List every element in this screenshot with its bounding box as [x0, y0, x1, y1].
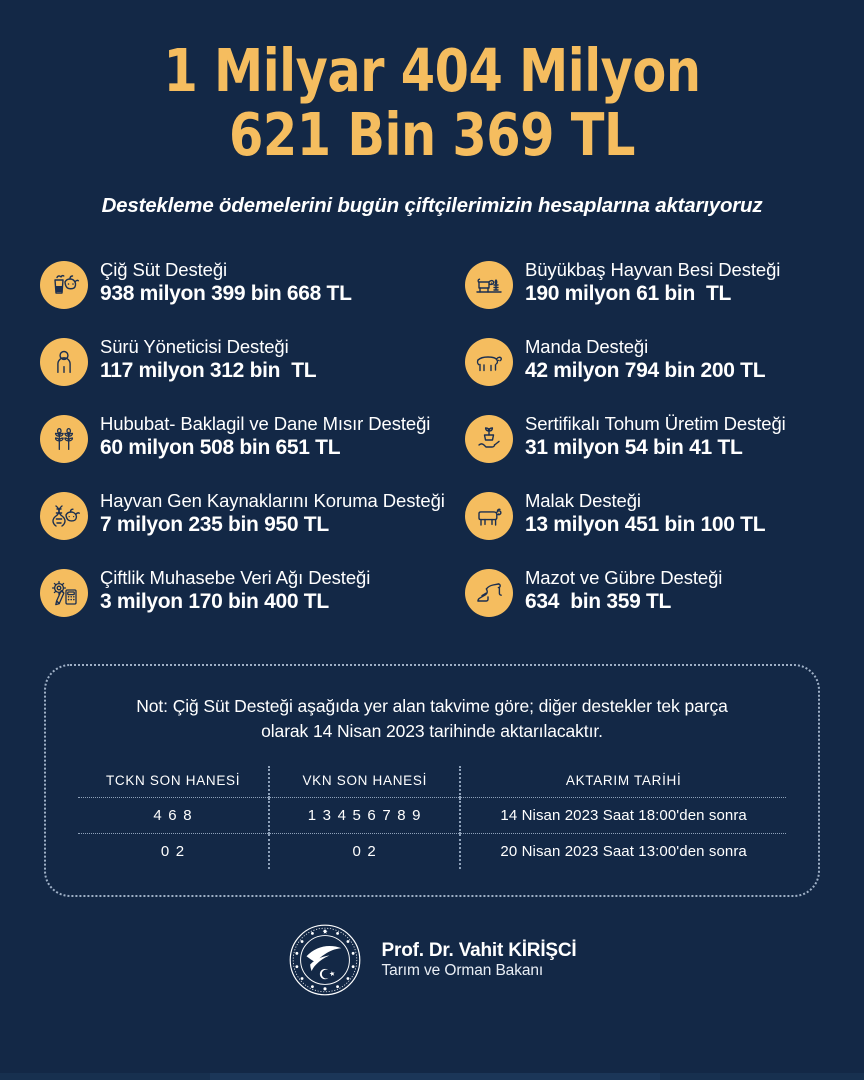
minister-name: Prof. Dr. Vahit KİRİŞCİ [381, 940, 577, 962]
support-label: Malak Desteği [525, 489, 641, 511]
support-text: Hububat- Baklagil ve Dane Mısır Desteği … [100, 412, 430, 461]
buffalo-icon [465, 337, 513, 386]
support-text: Mazot ve Gübre Desteği 634 bin 359 TL [525, 566, 722, 615]
support-label: Büyükbaş Hayvan Besi Desteği [525, 258, 781, 280]
signature-text: Prof. Dr. Vahit KİRİŞCİ Tarım ve Orman B… [382, 940, 577, 980]
support-label: Sürü Yöneticisi Desteği [100, 335, 289, 357]
support-amount: 60 milyon 508 bin 651 TL [100, 435, 341, 459]
support-amount: 117 milyon 312 bin TL [100, 358, 317, 382]
footer-signature: Prof. Dr. Vahit KİRİŞCİ Tarım ve Orman B… [0, 923, 864, 997]
supports-grid: Çiğ Süt Desteği 938 milyon 399 bin 668 T… [0, 258, 864, 643]
headline-line-1: 1 Milyar 404 Milyon [163, 36, 701, 105]
cell-date: 14 Nisan 2023 Saat 18:00'den sonra [459, 797, 786, 834]
column-header-vkn: VKN SON HANESİ [268, 766, 461, 798]
support-amount: 938 milyon 399 bin 668 TL [100, 281, 352, 305]
support-label: Çiğ Süt Desteği [100, 258, 228, 280]
wheat-stalks-icon [40, 414, 88, 463]
strip-segment-center [210, 1073, 660, 1080]
support-text: Büyükbaş Hayvan Besi Desteği 190 milyon … [525, 258, 780, 307]
support-item-hububat: Hububat- Baklagil ve Dane Mısır Desteği … [40, 412, 465, 489]
table-row: 0 2 0 2 20 Nisan 2023 Saat 13:00'den son… [78, 833, 786, 870]
support-item-malak: Malak Desteği 13 milyon 451 bin 100 TL [465, 489, 830, 566]
subtitle: Destekleme ödemelerini bugün çiftçilerim… [101, 193, 763, 217]
support-amount: 31 milyon 54 bin 41 TL [525, 435, 743, 459]
support-item-hayvan-gen: Hayvan Gen Kaynaklarını Koruma Desteği 7… [40, 489, 465, 566]
support-text: Sertifikalı Tohum Üretim Desteği 31 mily… [525, 412, 786, 461]
support-text: Sürü Yöneticisi Desteği 117 milyon 312 b… [100, 335, 317, 384]
support-label: Hayvan Gen Kaynaklarını Koruma Desteği [100, 489, 445, 511]
support-item-sertifikali-tohum: Sertifikalı Tohum Üretim Desteği 31 mily… [465, 412, 830, 489]
table-header-row: TCKN SON HANESİ VKN SON HANESİ AKTARIM T… [78, 766, 786, 798]
column-header-tckn: TCKN SON HANESİ [105, 773, 241, 789]
support-text: Çiğ Süt Desteği 938 milyon 399 bin 668 T… [100, 258, 352, 307]
support-amount: 42 milyon 794 bin 200 TL [525, 358, 766, 382]
support-text: Malak Desteği 13 milyon 451 bin 100 TL [525, 489, 766, 538]
support-amount: 3 milyon 170 bin 400 TL [100, 589, 329, 613]
support-item-mazot-gubre: Mazot ve Gübre Desteği 634 bin 359 TL [465, 566, 830, 643]
strip-segment-right [660, 1073, 864, 1080]
support-item-manda: Manda Desteği 42 milyon 794 bin 200 TL [465, 335, 830, 412]
ministry-emblem-icon [288, 923, 362, 997]
support-item-cig-sut: Çiğ Süt Desteği 938 milyon 399 bin 668 T… [40, 258, 465, 335]
support-item-suru-yoneticisi: Sürü Yöneticisi Desteği 117 milyon 312 b… [40, 335, 465, 412]
support-amount: 634 bin 359 TL [525, 589, 672, 613]
support-amount: 13 milyon 451 bin 100 TL [525, 512, 766, 536]
cell-vkn: 1 3 4 5 6 7 8 9 [268, 797, 461, 834]
headline-line-2: 621 Bin 369 TL [229, 99, 635, 169]
support-amount: 190 milyon 61 bin TL [525, 281, 732, 305]
cell-date: 20 Nisan 2023 Saat 13:00'den sonra [459, 833, 786, 870]
support-label: Çiftlik Muhasebe Veri Ağı Desteği [100, 566, 371, 588]
note-box: Not: Çiğ Süt Desteği aşağıda yer alan ta… [44, 663, 820, 898]
cell-tckn: 0 2 [78, 833, 270, 870]
support-label: Sertifikalı Tohum Üretim Desteği [525, 412, 786, 434]
table-row: 4 6 8 1 3 4 5 6 7 8 9 14 Nisan 2023 Saat… [78, 797, 786, 834]
calf-icon [465, 491, 513, 540]
minister-title: Tarım ve Orman Bakanı [381, 962, 544, 980]
dna-cow-icon [40, 491, 88, 540]
cell-vkn: 0 2 [268, 833, 461, 870]
support-item-buyukbas-besi: Büyükbaş Hayvan Besi Desteği 190 milyon … [465, 258, 830, 335]
strip-segment-left [0, 1073, 210, 1080]
gear-calculator-pencil-icon [40, 568, 88, 617]
support-amount: 7 milyon 235 bin 950 TL [100, 512, 329, 536]
support-text: Manda Desteği 42 milyon 794 bin 200 TL [525, 335, 766, 384]
support-label: Hububat- Baklagil ve Dane Mısır Desteği [100, 412, 431, 434]
cattle-feed-icon [465, 260, 513, 309]
note-line-1: Not: Çiğ Süt Desteği aşağıda yer alan ta… [136, 695, 728, 716]
note-text: Not: Çiğ Süt Desteği aşağıda yer alan ta… [78, 694, 786, 745]
fuel-nozzle-icon [465, 568, 513, 617]
transfer-calendar-table: TCKN SON HANESİ VKN SON HANESİ AKTARIM T… [78, 766, 786, 870]
note-line-2: olarak 14 Nisan 2023 tarihinde aktarılac… [261, 721, 603, 741]
milk-glass-cow-icon [40, 260, 88, 309]
support-item-ciftlik-muhasebe: Çiftlik Muhasebe Veri Ağı Desteği 3 mily… [40, 566, 465, 643]
bottom-strip [0, 1073, 864, 1080]
herd-manager-person-icon [40, 337, 88, 386]
cell-tckn: 4 6 8 [78, 797, 270, 834]
support-text: Hayvan Gen Kaynaklarını Koruma Desteği 7… [100, 489, 445, 538]
headline-block: 1 Milyar 404 Milyon 621 Bin 369 TL [0, 0, 864, 164]
column-header-date: AKTARIM TARİHİ [459, 766, 786, 798]
support-text: Çiftlik Muhasebe Veri Ağı Desteği 3 mily… [100, 566, 370, 615]
support-label: Manda Desteği [525, 335, 649, 357]
support-label: Mazot ve Gübre Desteği [525, 566, 723, 588]
headline: 1 Milyar 404 Milyon 621 Bin 369 TL [30, 41, 834, 169]
seedling-in-hand-icon [465, 414, 513, 463]
